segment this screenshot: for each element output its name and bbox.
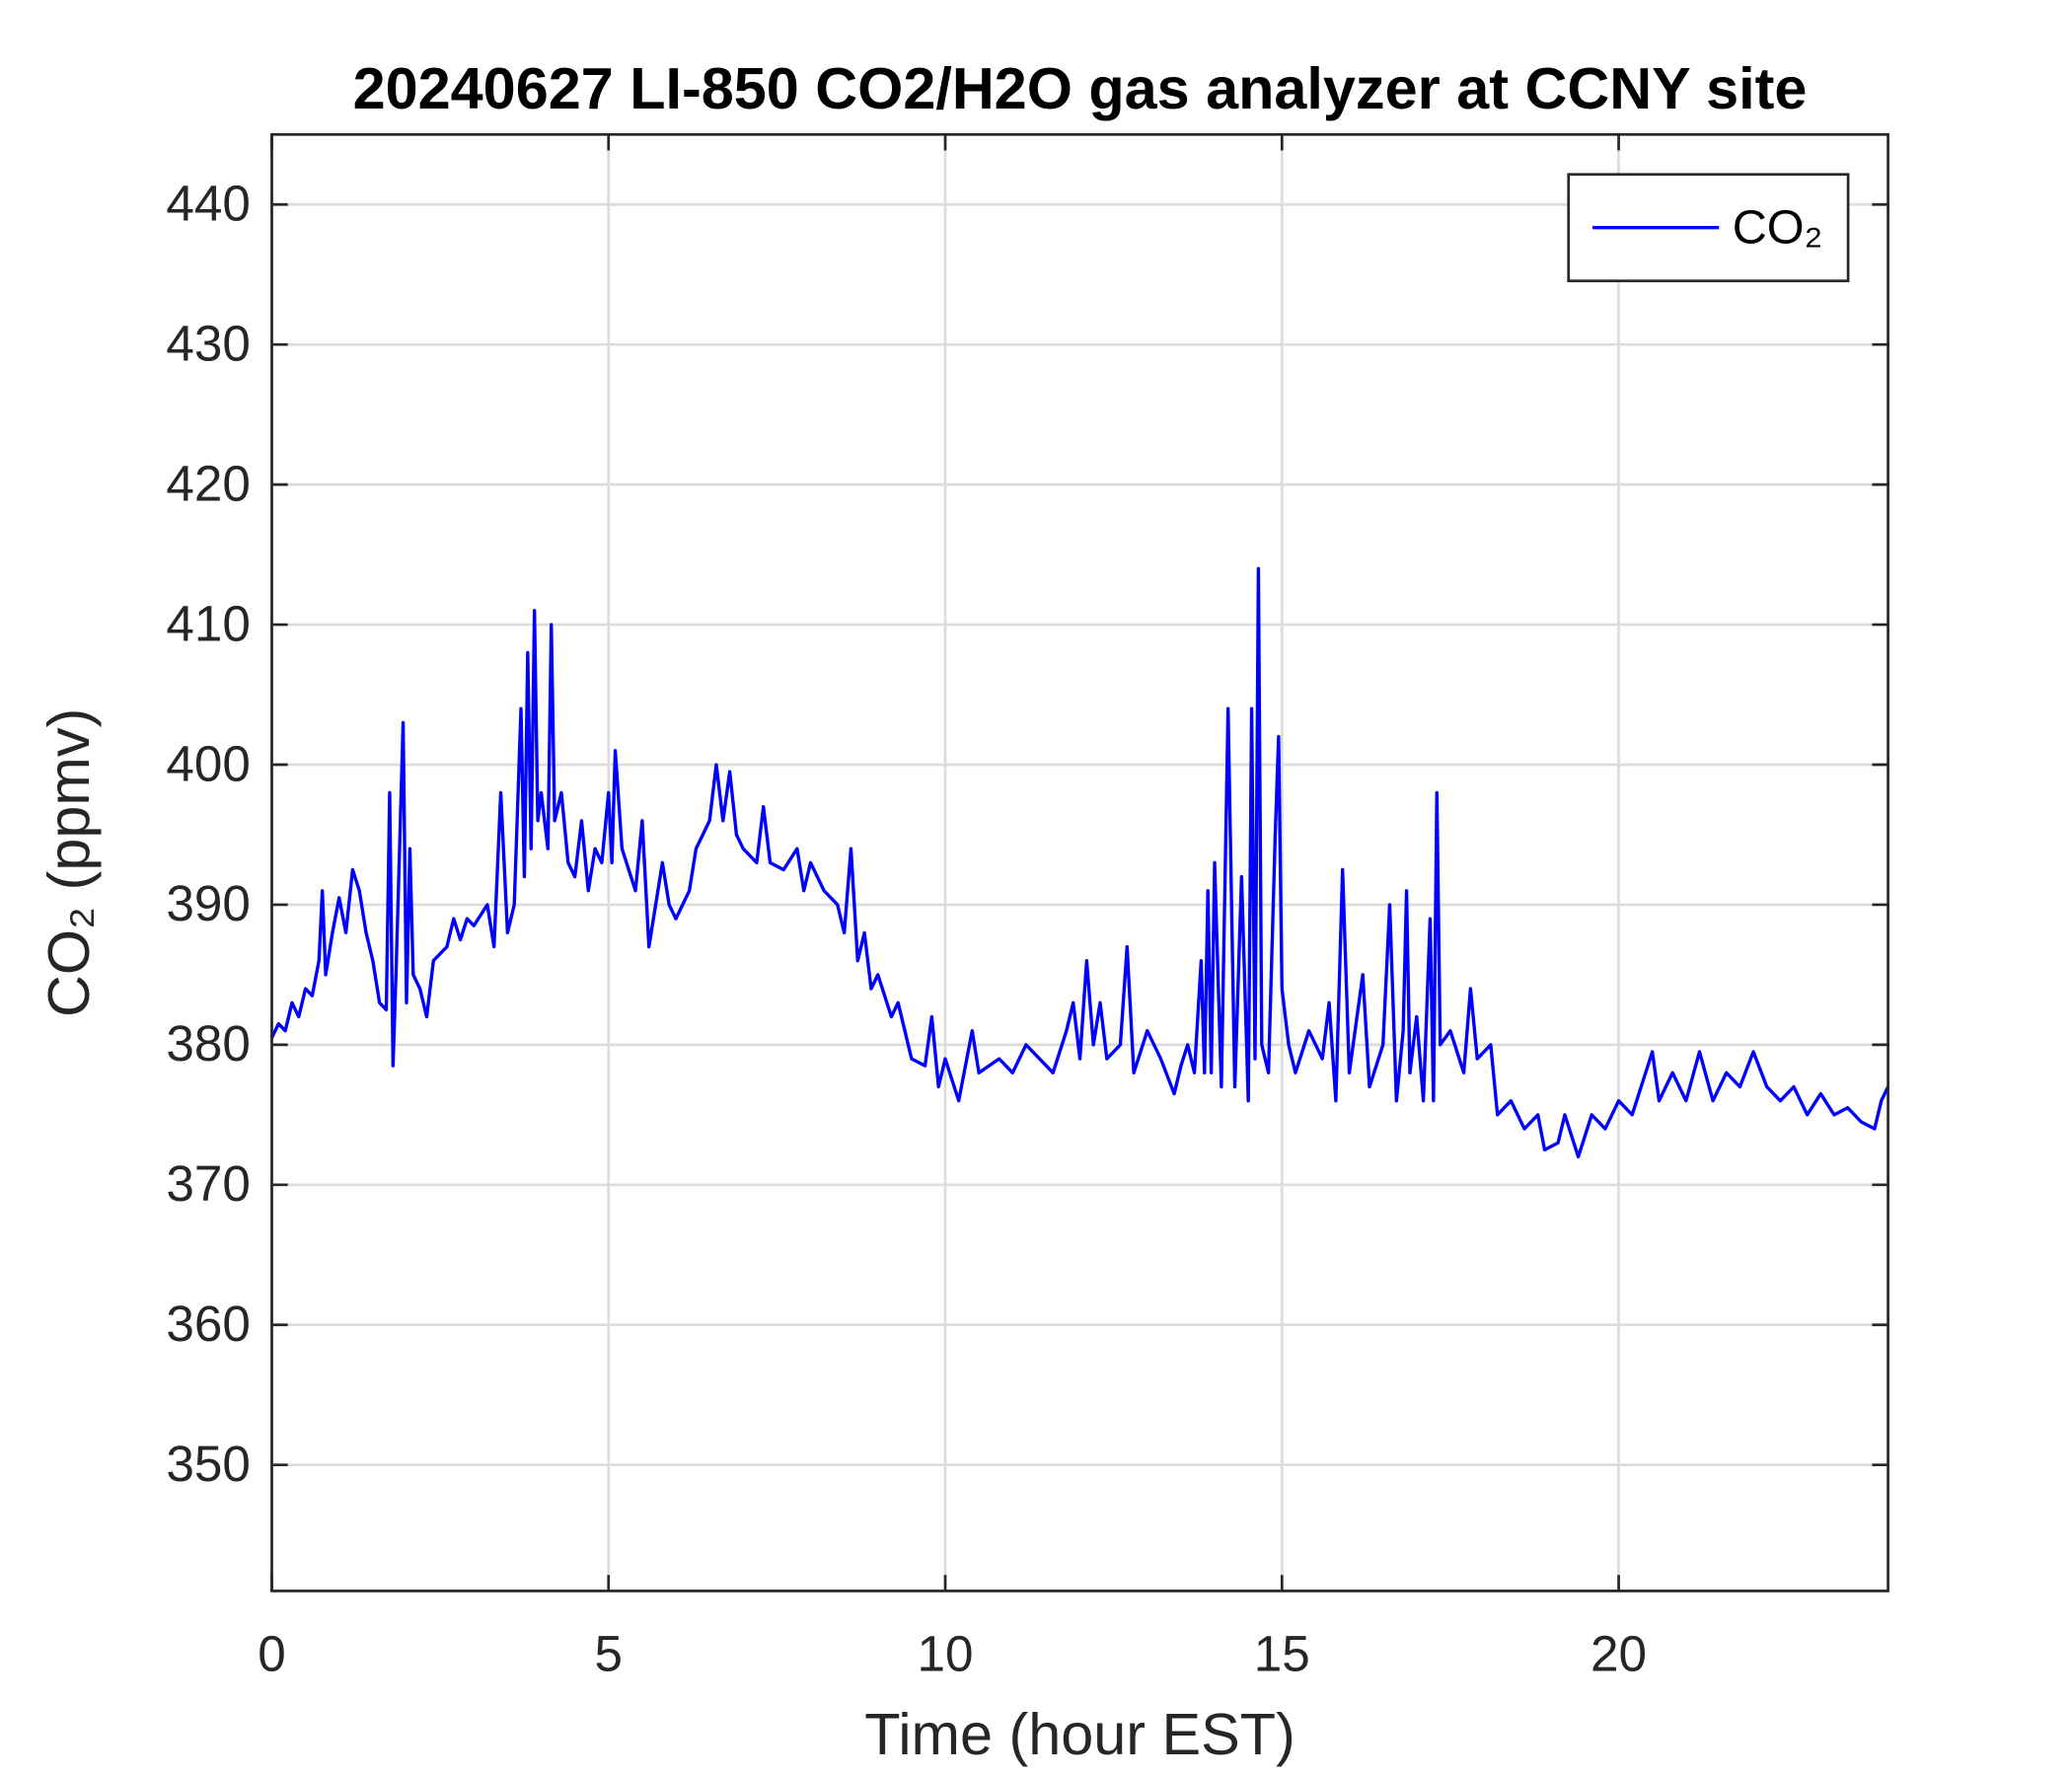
data-line [269,566,1890,1159]
x-tick-label: 15 [1254,1625,1310,1681]
x-tick-label: 10 [918,1625,974,1681]
y-tick-label: 420 [166,455,251,511]
y-tick-label: 440 [166,175,251,231]
y-tick-label: 380 [166,1015,251,1072]
y-tick-label: 360 [166,1295,251,1352]
y-tick-label: 370 [166,1155,251,1212]
y-axis-label: CO₂ (ppmv) [36,708,102,1017]
chart-title: 20240627 LI-850 CO2/H2O gas analyzer at … [353,55,1808,121]
plot-frame [270,132,1889,1592]
x-axis-label: Time (hour EST) [864,1701,1295,1767]
legend-label: CO₂ [1733,200,1823,254]
y-tick-label: 400 [166,735,251,791]
y-tick-label: 430 [166,315,251,371]
x-tick-label: 0 [258,1625,286,1681]
y-tick-label: 350 [166,1436,251,1492]
x-tick-label: 5 [594,1625,623,1681]
y-tick-label: 410 [166,595,251,651]
y-tick-label: 390 [166,875,251,931]
x-tick-label: 20 [1591,1625,1647,1681]
